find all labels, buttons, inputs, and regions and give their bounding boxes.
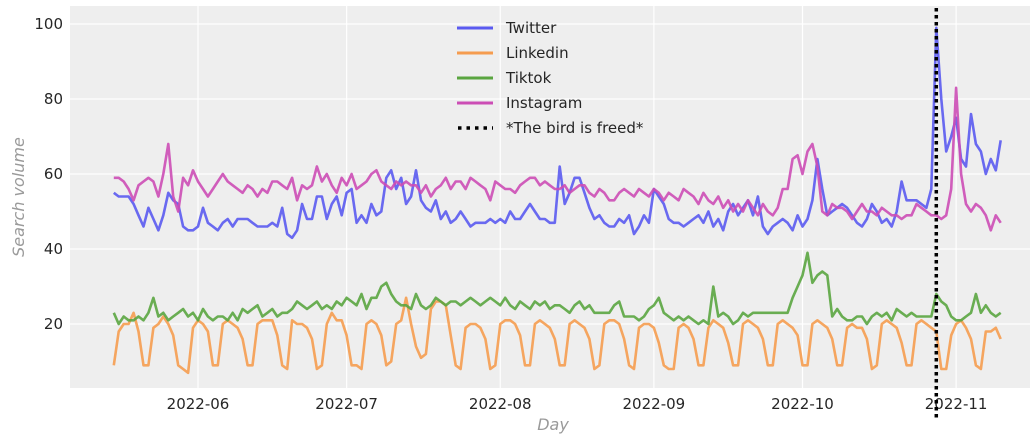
series-line-linkedin <box>112 296 1002 375</box>
y-tick-label: 60 <box>44 165 63 183</box>
x-tick-label: 2022-10 <box>771 395 834 413</box>
y-tick-label: 40 <box>44 240 63 258</box>
series-line-instagram <box>113 86 1002 232</box>
legend-label-linkedin: Linkedin <box>506 44 569 62</box>
y-tick-label: 20 <box>44 315 63 333</box>
x-tick-label: 2022-07 <box>315 395 378 413</box>
legend: Twitter Linkedin Tiktok Instagram *The b… <box>457 19 644 137</box>
y-tick-label: 80 <box>44 90 63 108</box>
legend-label-tiktok: Tiktok <box>505 69 552 87</box>
x-tick-label: 2022-09 <box>623 395 686 413</box>
x-axis-ticks: 2022-06 2022-07 2022-08 2022-09 2022-10 … <box>167 395 988 413</box>
x-tick-label: 2022-06 <box>167 395 230 413</box>
legend-label-twitter: Twitter <box>505 19 557 37</box>
y-axis-label: Search volume <box>9 137 28 257</box>
x-tick-label: 2022-11 <box>925 395 988 413</box>
x-tick-label: 2022-08 <box>469 395 532 413</box>
legend-label-bird-freed: *The bird is freed* <box>506 119 644 137</box>
series-line-tiktok <box>112 251 1002 326</box>
series-lines <box>112 26 1002 375</box>
x-axis-label: Day <box>537 415 569 434</box>
legend-label-instagram: Instagram <box>506 94 582 112</box>
y-axis-ticks: 20 40 60 80 100 <box>34 15 63 333</box>
y-tick-label: 100 <box>34 15 63 33</box>
